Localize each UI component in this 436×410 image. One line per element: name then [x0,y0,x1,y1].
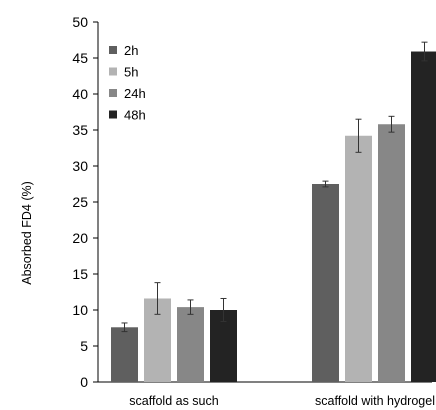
bar [345,135,372,382]
bar [177,307,204,382]
legend-swatch [109,89,117,97]
y-tick-label: 30 [72,158,88,174]
bar [411,51,436,383]
y-tick-label: 15 [72,266,88,282]
y-tick-label: 0 [80,374,88,390]
y-tick-label: 40 [72,86,88,102]
bar [111,327,138,382]
y-tick-label: 5 [80,338,88,354]
error-bars [121,41,428,333]
x-category-label: scaffold with hydrogel [315,394,435,408]
legend-swatch [109,67,117,76]
bar [312,184,339,382]
legend: 2h 5h 24h 48h [109,43,146,123]
y-tick-label: 35 [72,122,88,138]
legend-swatch [109,110,117,119]
legend-label: 2h [124,43,138,58]
bar [378,124,405,383]
y-tick-label: 45 [72,50,88,66]
x-category-label: scaffold as such [129,394,218,408]
y-tick-label: 20 [72,230,88,246]
legend-label: 5h [124,65,138,80]
legend-swatch [109,46,117,54]
y-tick-label: 25 [72,194,88,210]
legend-label: 48h [124,108,146,123]
y-axis-label: Absorbed FD4 (%) [20,181,34,285]
y-tick-label: 10 [72,302,88,318]
y-axis: 0 5 10 15 20 25 30 35 40 45 50 [72,14,99,390]
y-tick-label: 50 [72,14,88,30]
bars [111,51,436,383]
x-axis: scaffold as such scaffold with hydrogel [98,381,435,408]
legend-label: 24h [124,86,146,101]
